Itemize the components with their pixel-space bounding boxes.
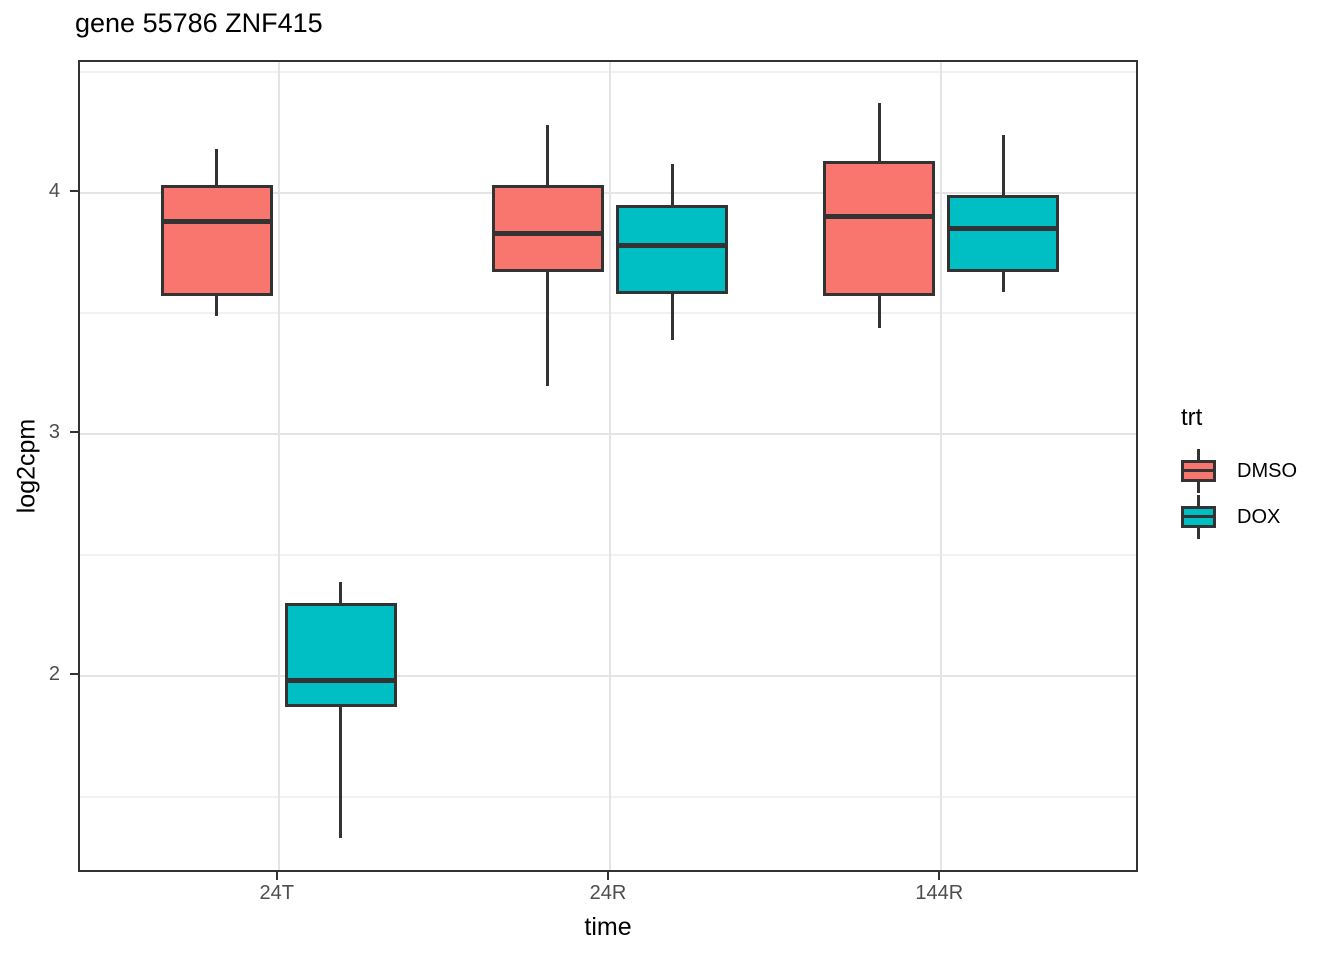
legend-title: trt [1181, 404, 1203, 431]
gridline-major-y [80, 433, 1136, 436]
gridline-major-x [940, 62, 943, 870]
legend-label: DMSO [1237, 459, 1297, 482]
boxplot-median [491, 231, 604, 237]
plot-panel [78, 60, 1138, 872]
gridline-minor-y [80, 795, 1136, 798]
y-axis-tick-label: 4 [48, 179, 60, 202]
legend-key-icon [1181, 495, 1216, 539]
x-axis-tick-label: 144R [915, 882, 964, 904]
boxplot-box-dox [284, 603, 397, 708]
legend-key-icon [1181, 449, 1216, 493]
boxplot-box-dox [616, 204, 729, 294]
boxplot-box-dmso [491, 185, 604, 273]
gridline-minor-y [80, 312, 1136, 315]
gridline-minor-y [80, 70, 1136, 73]
plot-title: gene 55786 ZNF415 [75, 8, 323, 38]
boxplot-median [947, 226, 1060, 232]
x-axis-tick-label: 24T [259, 882, 294, 904]
boxplot-box-dmso [160, 185, 273, 297]
gridline-major-y [80, 191, 1136, 194]
x-axis-tick [938, 872, 941, 880]
boxplot-median [823, 214, 936, 220]
y-axis-tick-label: 2 [48, 662, 60, 685]
boxplot-median [616, 243, 729, 249]
boxplot-median [284, 678, 397, 684]
boxplot-box-dmso [823, 161, 936, 297]
x-axis-tick [275, 872, 278, 880]
y-axis-tick [70, 672, 78, 675]
boxplot-box-dox [947, 194, 1060, 273]
legend-label: DOX [1237, 505, 1281, 528]
boxplot-whisker [339, 581, 343, 838]
legend-entry-dox: DOX [1181, 494, 1297, 540]
x-axis-tick [607, 872, 609, 880]
gridline-major-x [277, 62, 280, 870]
legend-key-median [1181, 515, 1216, 518]
y-axis-tick [70, 189, 78, 192]
x-axis-tick-label: 24R [589, 882, 627, 904]
legend-key-median [1181, 469, 1216, 472]
gridline-major-y [80, 674, 1136, 677]
y-axis-tick-label: 3 [48, 421, 60, 444]
legend-entry-dmso: DMSO [1181, 448, 1297, 494]
gridline-major-x [609, 62, 611, 870]
boxplot-median [160, 219, 273, 224]
y-axis-title: log2cpm [12, 418, 41, 514]
x-axis-title: time [584, 913, 632, 941]
legend-entries: DMSO DOX [1181, 448, 1297, 540]
gridline-minor-y [80, 554, 1136, 556]
legend: trt DMSO DOX [1181, 404, 1297, 540]
y-axis-tick [70, 431, 78, 434]
